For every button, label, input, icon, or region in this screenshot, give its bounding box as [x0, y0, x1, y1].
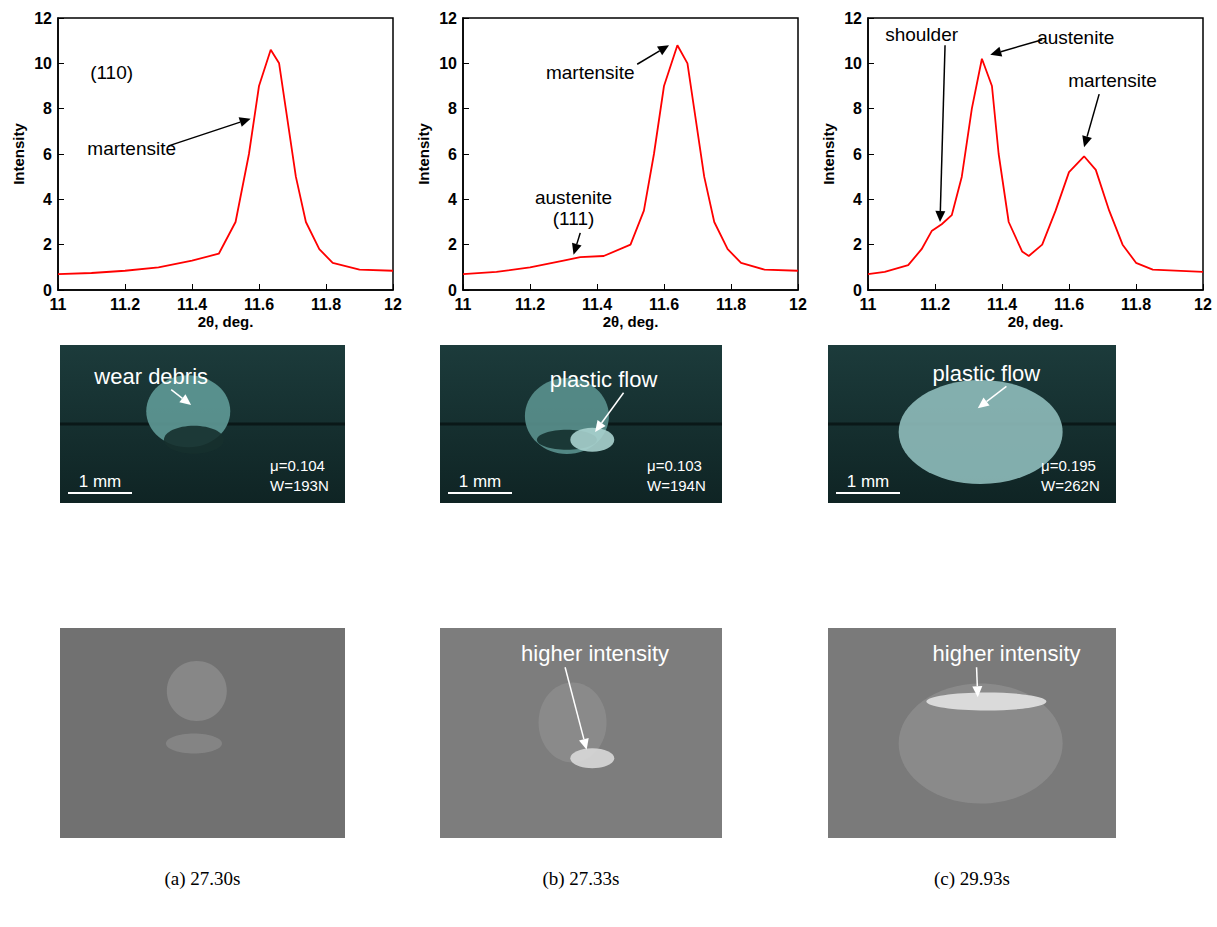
svg-text:W=194N: W=194N [647, 477, 706, 494]
svg-text:2θ, deg.: 2θ, deg. [603, 313, 659, 330]
svg-text:Intensity: Intensity [415, 123, 432, 185]
svg-text:wear debris: wear debris [93, 364, 208, 389]
svg-text:(c) 29.93s: (c) 29.93s [934, 868, 1010, 890]
svg-text:11: 11 [455, 296, 472, 313]
svg-text:11.2: 11.2 [515, 296, 545, 313]
svg-text:11.4: 11.4 [177, 296, 207, 313]
svg-text:6: 6 [853, 146, 862, 163]
svg-text:Intensity: Intensity [10, 123, 27, 185]
svg-text:6: 6 [448, 146, 457, 163]
svg-text:2θ, deg.: 2θ, deg. [198, 313, 254, 330]
svg-text:(b) 27.33s: (b) 27.33s [542, 868, 619, 890]
svg-text:4: 4 [853, 191, 862, 208]
svg-text:shoulder: shoulder [885, 24, 959, 45]
svg-text:2θ, deg.: 2θ, deg. [1008, 313, 1064, 330]
svg-text:(110): (110) [90, 62, 133, 83]
svg-text:higher intensity: higher intensity [933, 641, 1081, 666]
svg-text:12: 12 [384, 296, 402, 313]
svg-text:plastic flow: plastic flow [550, 367, 658, 392]
svg-text:higher intensity: higher intensity [521, 641, 669, 666]
svg-text:12: 12 [789, 296, 807, 313]
svg-text:10: 10 [844, 55, 862, 72]
svg-text:11.6: 11.6 [244, 296, 274, 313]
svg-text:1 mm: 1 mm [847, 472, 890, 491]
svg-text:11: 11 [50, 296, 67, 313]
svg-text:martensite: martensite [546, 62, 635, 83]
svg-text:12: 12 [844, 10, 862, 27]
svg-text:8: 8 [448, 100, 457, 117]
svg-text:11.4: 11.4 [582, 296, 612, 313]
svg-text:martensite: martensite [1068, 70, 1157, 91]
svg-text:2: 2 [448, 236, 457, 253]
svg-text:11.6: 11.6 [649, 296, 679, 313]
svg-text:11.8: 11.8 [1121, 296, 1151, 313]
svg-text:12: 12 [34, 10, 52, 27]
svg-text:11: 11 [860, 296, 877, 313]
svg-text:10: 10 [34, 55, 52, 72]
svg-text:2: 2 [43, 236, 52, 253]
svg-text:0: 0 [448, 281, 457, 299]
svg-text:μ=0.195: μ=0.195 [1041, 457, 1096, 474]
svg-text:11.2: 11.2 [110, 296, 140, 313]
svg-text:4: 4 [448, 191, 457, 208]
svg-text:martensite: martensite [87, 138, 176, 159]
svg-text:12: 12 [1194, 296, 1212, 313]
svg-text:Intensity: Intensity [820, 123, 837, 185]
svg-text:μ=0.103: μ=0.103 [647, 457, 702, 474]
svg-text:2: 2 [853, 236, 862, 253]
svg-text:4: 4 [43, 191, 52, 208]
svg-text:10: 10 [439, 55, 457, 72]
svg-text:0: 0 [43, 281, 52, 299]
svg-text:(a) 27.30s: (a) 27.30s [165, 868, 241, 890]
svg-text:1 mm: 1 mm [79, 472, 122, 491]
svg-text:W=193N: W=193N [270, 477, 329, 494]
svg-text:austenite: austenite [535, 187, 612, 208]
svg-text:(111): (111) [553, 208, 595, 229]
svg-text:11.8: 11.8 [311, 296, 341, 313]
svg-text:11.2: 11.2 [920, 296, 950, 313]
svg-text:austenite: austenite [1037, 27, 1114, 48]
svg-text:8: 8 [43, 100, 52, 117]
svg-text:plastic flow: plastic flow [933, 361, 1041, 386]
svg-text:12: 12 [439, 10, 457, 27]
svg-text:0: 0 [853, 281, 862, 299]
svg-text:1 mm: 1 mm [459, 472, 502, 491]
svg-text:11.6: 11.6 [1054, 296, 1084, 313]
svg-text:11.8: 11.8 [716, 296, 746, 313]
svg-text:6: 6 [43, 146, 52, 163]
svg-text:11.4: 11.4 [987, 296, 1017, 313]
svg-text:μ=0.104: μ=0.104 [270, 457, 325, 474]
svg-text:W=262N: W=262N [1041, 477, 1100, 494]
svg-text:8: 8 [853, 100, 862, 117]
